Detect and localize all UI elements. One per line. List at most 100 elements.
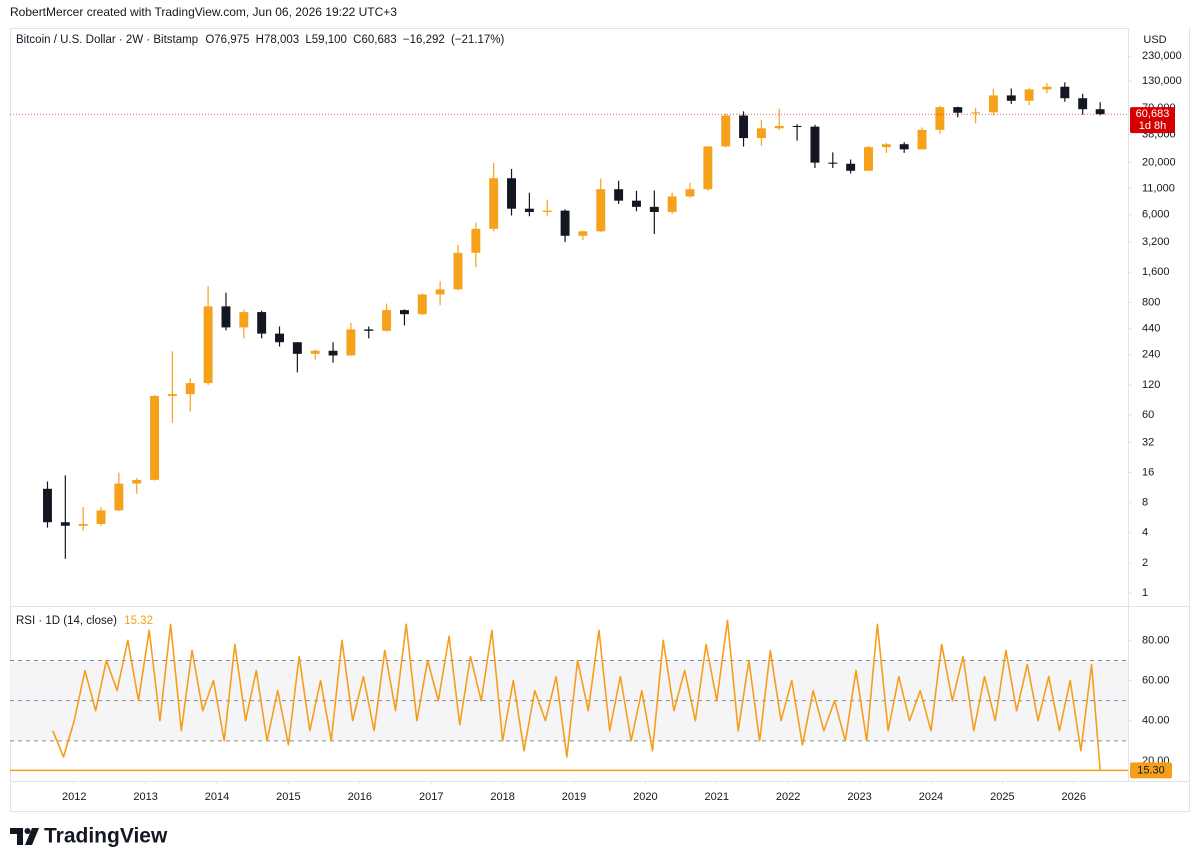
chart-frame — [10, 28, 1190, 812]
candle-body — [560, 210, 570, 236]
y-tick-label: 240 — [1142, 349, 1160, 361]
candle-body — [453, 252, 463, 290]
candle — [78, 507, 88, 531]
candle-body — [435, 289, 445, 295]
x-tick-label: 2021 — [705, 791, 729, 803]
candle — [1042, 82, 1052, 94]
candle — [221, 292, 231, 331]
candle — [257, 310, 267, 339]
candle-body — [1024, 89, 1034, 101]
candle — [417, 293, 427, 315]
candle — [685, 182, 695, 198]
y-tick-label: 440 — [1142, 322, 1160, 334]
candle — [292, 342, 302, 373]
candle-body — [1060, 86, 1070, 99]
legend-key: H — [256, 34, 264, 46]
candle — [328, 342, 338, 363]
last-price-label: 60,683 — [1136, 108, 1170, 120]
candle — [578, 230, 588, 241]
candle-body — [988, 95, 998, 113]
candle-body — [292, 342, 302, 354]
candle — [1060, 82, 1070, 102]
candle — [828, 152, 838, 168]
x-tick-label: 2013 — [133, 791, 157, 803]
x-tick-label: 2020 — [633, 791, 657, 803]
candle — [953, 106, 963, 118]
candle-body — [685, 189, 695, 197]
candle — [935, 105, 945, 134]
candle — [739, 111, 749, 147]
x-tick-label: 2022 — [776, 791, 800, 803]
logo-v — [25, 828, 39, 845]
currency-label[interactable]: USD — [1143, 34, 1166, 46]
rsi-legend-value: 15.32 — [124, 615, 153, 627]
plot-area: 2012 2013 2014 2015 2016 2017 2018 2019 2020 2021… — [10, 55, 1132, 803]
candle — [275, 326, 284, 347]
x-tick-label: 2016 — [348, 791, 372, 803]
y-tick-label: 60 — [1142, 409, 1154, 421]
y-tick-label: 800 — [1142, 296, 1160, 308]
candle — [435, 281, 445, 306]
candle — [899, 142, 909, 153]
rsi-last-label: 15.30 — [1137, 764, 1165, 776]
y-tick-label: 120 — [1142, 379, 1160, 391]
candle-body — [203, 306, 213, 384]
candle — [649, 190, 659, 235]
y-tick-label: 60.00 — [1142, 674, 1170, 686]
candle — [810, 124, 820, 168]
logo-t — [10, 828, 23, 845]
candle-body — [792, 126, 802, 128]
candle-body — [953, 107, 963, 113]
candle-body — [774, 126, 784, 129]
candle-body — [489, 178, 499, 229]
candle-body — [221, 306, 231, 328]
x-tick-label: 2023 — [847, 791, 871, 803]
candle — [399, 309, 409, 326]
candle-body — [257, 312, 267, 334]
candle — [310, 349, 320, 360]
logo-dot — [24, 828, 31, 834]
candle — [524, 192, 534, 217]
y-tick-label: 1 — [1142, 587, 1148, 599]
candle — [114, 472, 124, 512]
candle-body — [1042, 86, 1052, 90]
y-tick-label: 80.00 — [1142, 634, 1170, 646]
candle-body — [185, 383, 195, 395]
y-tick-label: 6,000 — [1142, 209, 1170, 221]
candle — [614, 180, 624, 204]
legend-change: −16,292 — [403, 34, 445, 46]
candle — [864, 145, 873, 171]
candle-body — [721, 115, 731, 147]
x-tick-label: 2017 — [419, 791, 443, 803]
legend-value: 59,100 — [312, 34, 347, 46]
candle-body — [881, 144, 891, 148]
y-tick-label: 16 — [1142, 466, 1154, 478]
legend-value: 60,683 — [361, 34, 396, 46]
y-tick-label: 4 — [1142, 527, 1148, 539]
y-tick-label: 2 — [1142, 557, 1148, 569]
candle — [756, 120, 766, 146]
y-tick-label: 3,200 — [1142, 236, 1170, 248]
candle-body — [810, 126, 820, 163]
x-tick-label: 2024 — [919, 791, 943, 803]
candle-body — [239, 312, 249, 328]
x-tick-label: 2015 — [276, 791, 300, 803]
y-tick-label: 11,000 — [1142, 182, 1175, 194]
candle — [917, 127, 927, 150]
candle — [60, 475, 70, 559]
legend-value: 78,003 — [264, 34, 299, 46]
candle — [632, 190, 641, 212]
candle — [346, 322, 356, 356]
candle — [703, 146, 713, 191]
candle-body — [756, 128, 766, 139]
candle-body — [364, 329, 374, 331]
candle — [721, 113, 731, 148]
candle — [43, 481, 52, 528]
candle — [596, 178, 606, 232]
candle — [364, 326, 374, 339]
candle-body — [114, 483, 124, 511]
candle-body — [846, 163, 856, 171]
candle-body — [96, 510, 106, 524]
candle — [988, 88, 998, 116]
